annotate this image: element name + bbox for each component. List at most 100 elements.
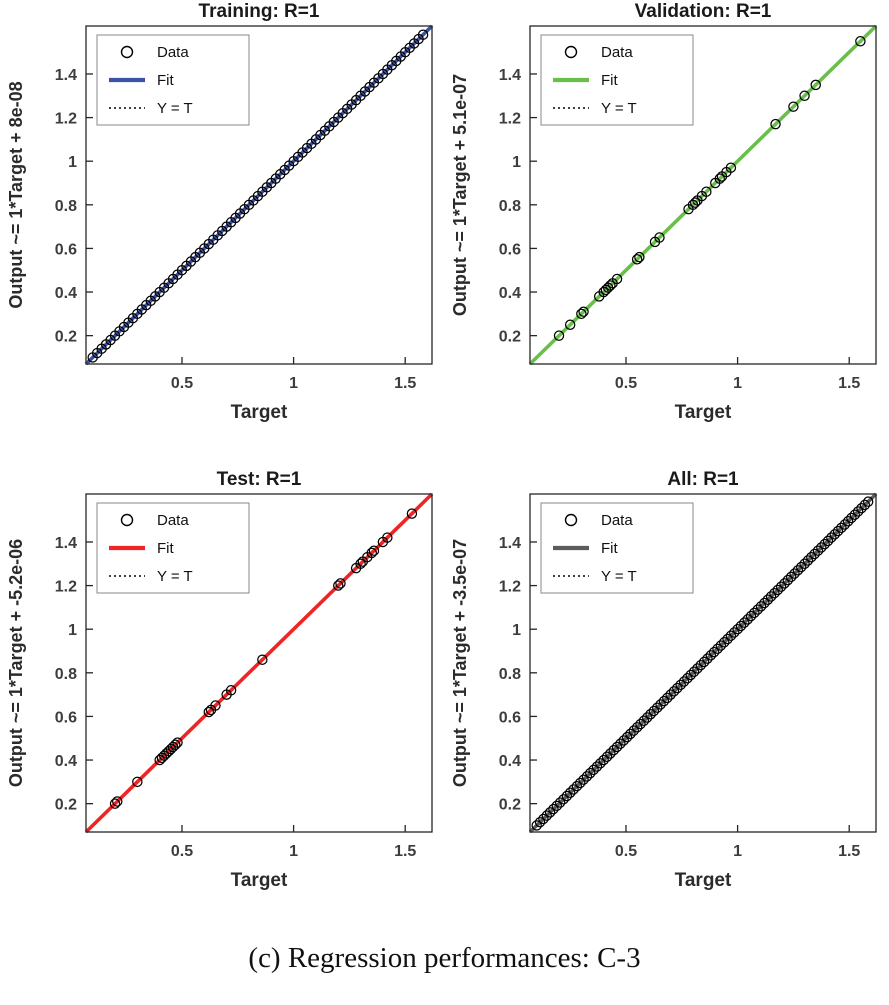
x-tick-label: 1.5: [394, 375, 416, 392]
data-point: [172, 737, 183, 748]
data-point: [595, 758, 606, 769]
data-point: [708, 646, 720, 658]
data-point: [645, 709, 656, 720]
data-point: [564, 787, 576, 798]
legend-label: Y = T: [157, 100, 193, 117]
x-tick-label: 0.5: [615, 843, 637, 860]
legend: Data Fit Y = T: [540, 502, 694, 594]
y-tick-label: 0.6: [499, 709, 521, 726]
x-tick-label: 1: [289, 843, 298, 860]
legend-label: Y = T: [601, 568, 637, 585]
data-point: [635, 718, 646, 730]
y-tick-label: 1.4: [499, 535, 521, 552]
data-point: [611, 273, 623, 285]
data-point: [531, 820, 542, 831]
data-point: [601, 751, 613, 762]
data-point: [849, 509, 861, 520]
data-points: [87, 29, 429, 363]
y-tick-label: 1: [512, 622, 521, 639]
data-point: [685, 669, 696, 681]
x-axis-label: Target: [231, 402, 288, 423]
legend-data-marker: [120, 513, 134, 527]
data-point: [112, 796, 123, 807]
x-axis-label: Target: [231, 870, 288, 891]
legend-label: Fit: [157, 540, 174, 557]
data-point: [852, 506, 864, 517]
legend: Data Fit Y = T: [96, 34, 250, 126]
x-axis-label: Target: [675, 870, 732, 891]
legend: Data Fit Y = T: [540, 34, 694, 126]
data-point: [729, 627, 740, 638]
legend-label: Data: [601, 44, 633, 61]
plot-validation: 0.5 1 1.5 0.2 0.4 0.6 0.8 1 1.2 1.4 Validation: R=…: [444, 0, 888, 468]
plot-training: 0.5 1 1.5 0.2 0.4 0.6 0.8 1 1.2 1.4 Training: R=1 T…: [0, 0, 444, 468]
data-point: [544, 807, 556, 818]
data-point: [564, 319, 576, 330]
y-axis-label: Output ~= 1*Target + -3.5e-07: [450, 539, 470, 787]
data-point: [682, 673, 693, 684]
data-point: [618, 735, 629, 746]
y-axis-label: Output ~= 1*Target + 8e-08: [6, 81, 26, 308]
data-point: [621, 731, 633, 743]
data-point: [789, 568, 800, 579]
data-point: [225, 685, 237, 696]
legend: Data Fit Y = T: [96, 502, 250, 594]
data-point: [417, 29, 429, 40]
x-tick-label: 1: [289, 375, 298, 392]
legend-data-marker: [564, 45, 578, 59]
regression-figure: 0.5 1 1.5 0.2 0.4 0.6 0.8 1 1.2 1.4 Training: R=1 T…: [0, 0, 888, 974]
data-points: [109, 508, 418, 809]
data-point: [822, 535, 834, 547]
legend-label: Y = T: [601, 100, 637, 117]
data-point: [631, 254, 643, 265]
data-point: [406, 508, 418, 519]
data-point: [769, 587, 780, 599]
data-point: [335, 578, 346, 589]
data-point: [695, 659, 706, 671]
data-point: [576, 308, 587, 320]
data-point: [702, 653, 713, 664]
data-point: [655, 699, 666, 710]
y-tick-label: 0.4: [55, 753, 77, 770]
x-tick-label: 1.5: [394, 843, 416, 860]
y-tick-label: 0.8: [55, 198, 77, 215]
data-point: [591, 761, 603, 772]
data-point: [762, 594, 773, 605]
y-tick-label: 1.4: [499, 67, 521, 84]
data-point: [571, 780, 583, 792]
y-tick-label: 1.4: [55, 535, 77, 552]
data-point: [718, 637, 730, 648]
data-point: [842, 516, 854, 527]
data-point: [665, 689, 676, 700]
data-point: [715, 640, 727, 651]
data-point: [770, 118, 781, 130]
y-tick-label: 1.2: [55, 111, 77, 128]
x-tick-label: 1: [733, 843, 742, 860]
y-tick-label: 0.6: [55, 709, 77, 726]
data-point: [809, 548, 820, 560]
y-tick-label: 1: [68, 154, 77, 171]
data-point: [588, 764, 599, 776]
figure-caption: (c) Regression performances: C-3: [248, 942, 641, 974]
data-point: [561, 790, 573, 802]
plot-title: All: R=1: [667, 469, 739, 490]
data-point: [788, 101, 799, 112]
data-point: [548, 803, 559, 815]
data-point: [672, 682, 683, 694]
plot-title: Validation: R=1: [635, 1, 772, 22]
data-point: [170, 739, 181, 750]
data-point: [675, 679, 686, 691]
data-point: [585, 767, 596, 779]
data-point: [836, 522, 847, 534]
y-tick-label: 0.8: [55, 666, 77, 683]
data-point: [654, 232, 665, 243]
data-point: [735, 620, 747, 632]
data-point: [752, 604, 763, 615]
data-point: [819, 538, 830, 550]
data-point: [598, 754, 609, 766]
data-point: [658, 695, 670, 707]
data-point: [634, 251, 645, 263]
data-point: [839, 519, 850, 530]
data-point: [605, 748, 616, 759]
data-point: [368, 545, 380, 556]
